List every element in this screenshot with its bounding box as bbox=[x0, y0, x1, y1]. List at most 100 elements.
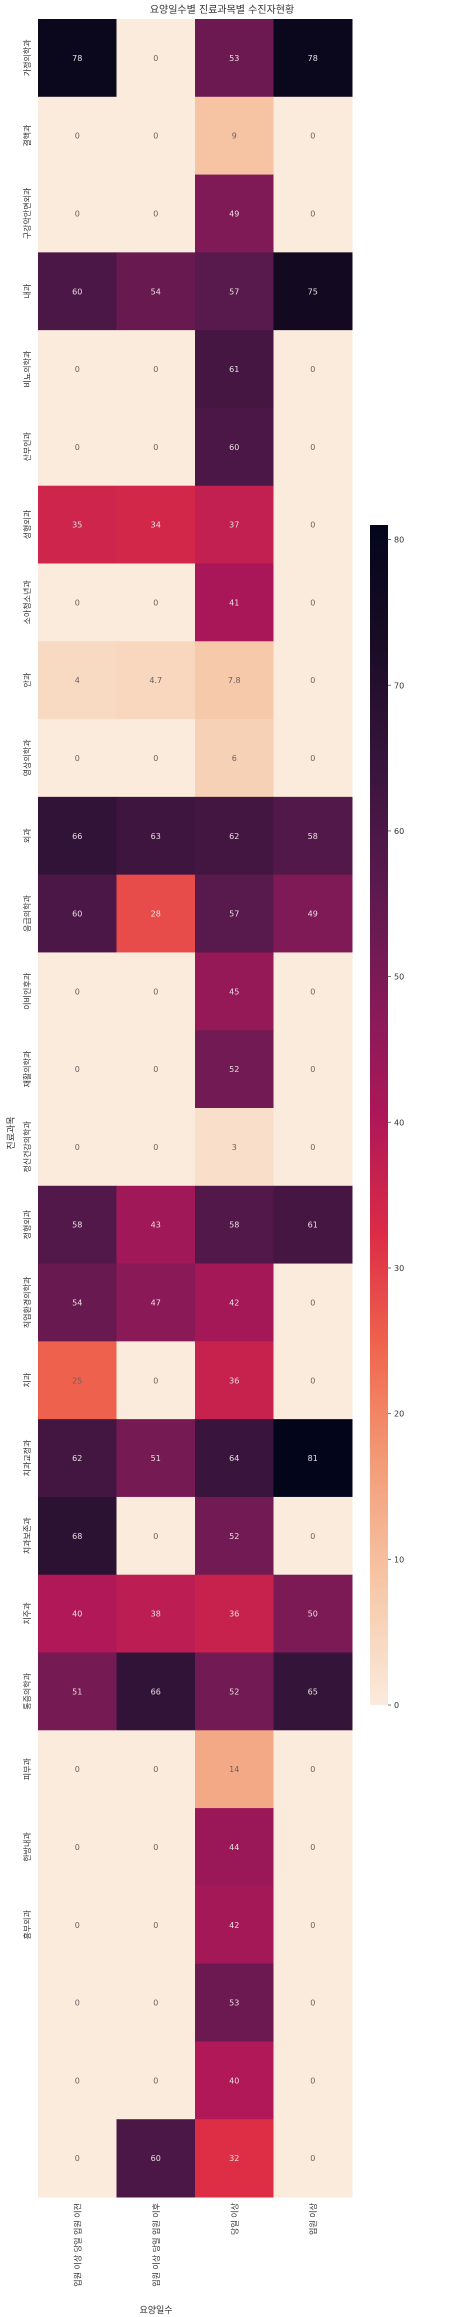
heatmap-cell bbox=[273, 1030, 353, 1109]
x-axis-label: 요양일수 bbox=[139, 2305, 172, 2316]
colorbar-tick-label: 50 bbox=[394, 973, 404, 982]
heatmap-cell bbox=[38, 252, 117, 331]
cell-value-label: 14 bbox=[229, 1765, 239, 1774]
cell-value-label: 41 bbox=[229, 598, 239, 607]
heatmap-cell bbox=[38, 1263, 117, 1342]
heatmap-cell bbox=[273, 485, 353, 564]
cell-value-label: 58 bbox=[72, 1221, 82, 1230]
cell-value-label: 62 bbox=[229, 832, 239, 841]
cell-value-label: 60 bbox=[229, 443, 239, 452]
row-labels: 가정의학과결핵과구강악안면외과내과비뇨의학과산부인과성형외과소아청소년과안과영상… bbox=[22, 39, 32, 1940]
heatmap-cell bbox=[195, 563, 274, 642]
heatmap-cell bbox=[116, 563, 196, 642]
cell-value-label: 0 bbox=[310, 365, 315, 374]
heatmap-cell bbox=[273, 1496, 353, 1576]
cell-value-label: 3 bbox=[232, 1143, 237, 1152]
heatmap-cell bbox=[195, 719, 274, 798]
cell-value-label: 75 bbox=[308, 287, 318, 296]
cell-value-label: 60 bbox=[72, 910, 82, 919]
heatmap-cell bbox=[195, 1652, 274, 1731]
heatmap-cell bbox=[273, 952, 353, 1031]
row-tick-label: 치주과 bbox=[23, 1602, 32, 1625]
row-tick-label: 정신건강의학과 bbox=[22, 1120, 32, 1172]
heatmap-cell bbox=[273, 1652, 353, 1731]
heatmap-cell bbox=[195, 1030, 274, 1109]
column-tick-label: 당일 이상 bbox=[229, 2202, 239, 2235]
heatmap-cell bbox=[116, 19, 196, 98]
row-tick-label: 통증의학과 bbox=[22, 1672, 32, 1709]
cell-value-label: 0 bbox=[75, 2076, 80, 2085]
cell-value-label: 4.7 bbox=[149, 676, 162, 685]
colorbar-tick-label: 70 bbox=[394, 681, 404, 690]
cell-value-label: 66 bbox=[151, 1687, 161, 1696]
heatmap-cell bbox=[38, 952, 117, 1031]
cell-value-label: 0 bbox=[310, 521, 315, 530]
heatmap-cell bbox=[116, 252, 196, 331]
cell-value-label: 0 bbox=[153, 1765, 158, 1774]
cell-value-label: 54 bbox=[151, 287, 161, 296]
heatmap-cell bbox=[116, 1496, 196, 1576]
heatmap-cell bbox=[38, 1496, 117, 1576]
heatmap-cell bbox=[116, 1108, 196, 1187]
heatmap-cell bbox=[195, 641, 274, 720]
cell-value-label: 45 bbox=[229, 987, 239, 996]
cell-value-label: 0 bbox=[75, 209, 80, 218]
heatmap-cell bbox=[273, 252, 353, 331]
cell-value-label: 53 bbox=[229, 54, 239, 63]
row-tick-label: 정형외과 bbox=[22, 1209, 32, 1239]
row-tick-label: 치과교정과 bbox=[22, 1439, 32, 1476]
heatmap-cell bbox=[273, 407, 353, 487]
colorbar-tick-label: 0 bbox=[394, 1701, 399, 1710]
heatmap-cell bbox=[38, 485, 117, 564]
cell-value-label: 57 bbox=[229, 910, 239, 919]
row-tick-label: 치과 bbox=[23, 1372, 32, 1387]
cell-value-label: 36 bbox=[229, 1376, 239, 1385]
heatmap-cell bbox=[116, 796, 196, 876]
heatmap-cell bbox=[38, 1108, 117, 1187]
heatmap-cell bbox=[38, 174, 117, 253]
cell-value-label: 0 bbox=[153, 1065, 158, 1074]
heatmap-cell bbox=[38, 407, 117, 487]
cell-value-label: 0 bbox=[153, 1843, 158, 1852]
heatmap-cell bbox=[116, 1730, 196, 1809]
heatmap-cell bbox=[38, 1652, 117, 1731]
cell-value-label: 0 bbox=[310, 443, 315, 452]
heatmap-cell bbox=[116, 407, 196, 487]
colorbar-tick-label: 30 bbox=[394, 1264, 404, 1273]
heatmap-cell bbox=[38, 563, 117, 642]
cell-value-label: 52 bbox=[229, 1065, 239, 1074]
heatmap-cell bbox=[116, 1885, 196, 1965]
cell-value-label: 25 bbox=[72, 1376, 82, 1385]
heatmap-cell bbox=[116, 1185, 196, 1265]
row-tick-label: 이비인후과 bbox=[22, 972, 32, 1009]
y-axis-label: 진료과목 bbox=[6, 1116, 17, 1149]
heatmap-cell bbox=[273, 1419, 353, 1498]
row-tick-label: 영상의학과 bbox=[22, 739, 32, 776]
cell-value-label: 0 bbox=[310, 2154, 315, 2163]
heatmap-cell bbox=[273, 1263, 353, 1342]
cell-value-label: 0 bbox=[75, 987, 80, 996]
heatmap-cell bbox=[195, 1574, 274, 1653]
heatmap-cell bbox=[273, 1341, 353, 1420]
heatmap-cell bbox=[195, 96, 274, 176]
heatmap-cell bbox=[273, 719, 353, 798]
heatmap-cell bbox=[195, 1963, 274, 2042]
cell-value-label: 38 bbox=[151, 1610, 161, 1619]
heatmap-cell bbox=[273, 1808, 353, 1887]
heatmap-cell bbox=[116, 1574, 196, 1653]
heatmap-cell bbox=[273, 174, 353, 253]
cell-value-label: 0 bbox=[75, 1765, 80, 1774]
heatmap-cell bbox=[195, 1419, 274, 1498]
row-tick-label: 성형외과 bbox=[22, 509, 32, 539]
cell-value-label: 61 bbox=[308, 1221, 318, 1230]
cell-value-label: 0 bbox=[75, 365, 80, 374]
heatmap-cell bbox=[38, 2119, 117, 2198]
cell-value-label: 63 bbox=[151, 832, 161, 841]
cell-value-label: 0 bbox=[75, 1921, 80, 1930]
cell-value-label: 64 bbox=[229, 1454, 239, 1463]
heatmap-cell bbox=[273, 1963, 353, 2042]
cell-value-label: 0 bbox=[75, 754, 80, 763]
heatmap-cell bbox=[195, 1496, 274, 1576]
cell-value-label: 0 bbox=[153, 1921, 158, 1930]
heatmap-cell bbox=[116, 485, 196, 564]
